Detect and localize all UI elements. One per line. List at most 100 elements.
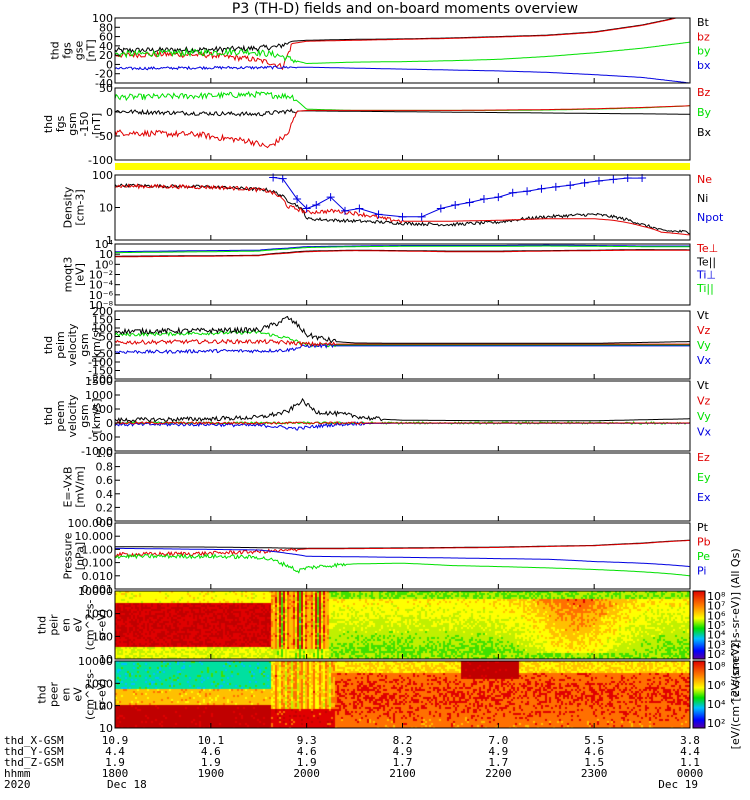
x-row-value: 1900 xyxy=(198,767,225,780)
x-axis-annotations: thd_X-GSM 10.9 10.1 9.3 8.2 7.0 5.5 3.8thd_Y-GS… xyxy=(4,734,703,791)
legend-Vy: Vy xyxy=(697,410,711,423)
legend-Ti||: Ti|| xyxy=(696,282,714,295)
y-tick-label: 10000 xyxy=(78,585,113,598)
panel-fgs-gsm: 500-50-100thd fgs gsm -150 [nT]BzByBx xyxy=(42,82,712,167)
x-row-value: Dec 18 xyxy=(107,778,147,791)
y-axis-label: sr-eV) xyxy=(96,609,109,641)
series-marker xyxy=(494,193,502,201)
series-marker xyxy=(537,185,545,193)
series-marker xyxy=(595,177,603,185)
y-tick-label: 10000 xyxy=(78,655,113,668)
series-marker xyxy=(312,201,320,209)
series-marker xyxy=(581,179,589,187)
y-axis-label: [km/s] xyxy=(90,327,103,362)
series-line-By xyxy=(115,92,690,111)
legend-bx: bx xyxy=(697,59,711,72)
legend-bz: bz xyxy=(697,30,710,43)
y-tick-label: 0.4 xyxy=(96,488,114,501)
legend-Ez: Ez xyxy=(697,451,710,464)
panel-peem-velocity: 150010005000-500-1000 thd peem velocity gsm[… xyxy=(42,375,712,458)
series-line-Vt xyxy=(115,317,690,344)
legend-Vz: Vz xyxy=(697,324,711,337)
legend-Vy: Vy xyxy=(697,339,711,352)
y-tick-label: 100 xyxy=(92,169,113,182)
panel-frame xyxy=(115,88,690,160)
series-marker xyxy=(566,181,574,189)
panel-peim-velocity: 200150100500-50-100-150-200 thd peim veloci… xyxy=(42,305,712,386)
legend-Pt: Pt xyxy=(697,521,709,534)
plot-title: P3 (TH-D) fields and on-board moments ov… xyxy=(232,1,578,17)
legend-Te||: Te|| xyxy=(696,255,716,268)
legend-Vt: Vt xyxy=(697,309,710,322)
series-marker xyxy=(480,195,488,203)
series-line-Pb xyxy=(115,540,690,556)
panel-pressure: 100.00010.0001.0000.1000.0100.001 Pressur… xyxy=(62,517,711,596)
colorbar-peer-spectrogram xyxy=(693,661,705,728)
y-tick-label: -100 xyxy=(88,154,113,167)
panel-frame xyxy=(115,175,690,240)
legend-Bz: Bz xyxy=(697,86,711,99)
legend-Ti⊥: Ti⊥ xyxy=(696,269,716,282)
x-row-value: Dec 19 xyxy=(658,778,698,791)
panels: 100806040200-20-40thd fgs gse [nT]Btbzbybx5… xyxy=(36,12,743,749)
series-marker xyxy=(375,210,383,218)
series-line-Vx xyxy=(115,344,690,353)
legend-Te⊥: Te⊥ xyxy=(696,242,718,255)
legend-by: by xyxy=(697,45,711,58)
spectrogram-peir-spectrogram xyxy=(115,591,690,659)
series-line-Vt xyxy=(115,399,690,422)
series-marker xyxy=(355,204,363,212)
series-marker xyxy=(437,204,445,212)
y-tick-label: 1500 xyxy=(85,375,113,388)
series-line-by xyxy=(115,42,690,63)
y-tick-label: 0.010 xyxy=(82,570,114,583)
y-tick-label: 50 xyxy=(99,82,113,95)
panel-density: 100 10 1 Density [cm-3] Ne Ni Npot xyxy=(62,169,724,247)
legend-Npot: Npot xyxy=(697,211,724,224)
legend-Vz: Vz xyxy=(697,395,711,408)
y-axis-label: [km/s] xyxy=(90,398,103,433)
legend-Bx: Bx xyxy=(697,126,712,139)
spectrogram-peer-spectrogram xyxy=(115,661,690,728)
series-marker xyxy=(523,187,531,195)
series-marker xyxy=(466,199,474,207)
colorbar-tick: 10² xyxy=(707,717,725,730)
y-axis-label: [cm-3] xyxy=(74,189,87,225)
legend-Vx: Vx xyxy=(697,354,712,367)
y-axis-label: [nPa] xyxy=(74,542,87,570)
y-tick-label: 0 xyxy=(106,106,113,119)
panel-frame xyxy=(115,453,690,521)
y-tick-label: 0.6 xyxy=(96,474,114,487)
series-marker xyxy=(552,183,560,191)
legend-By: By xyxy=(697,106,712,119)
colorbar-tick: 10⁸ xyxy=(707,660,726,673)
legend-Vt: Vt xyxy=(697,379,710,392)
y-tick-label: 0.8 xyxy=(96,461,114,474)
y-tick-label: 0 xyxy=(106,417,113,430)
x-row-value: 2300 xyxy=(581,767,608,780)
legend-Pe: Pe xyxy=(697,550,710,563)
legend-Ey: Ey xyxy=(697,471,711,484)
series-line-Tipar xyxy=(115,246,690,253)
y-axis-label: [eV] xyxy=(74,263,87,286)
colorbar-peir-spectrogram xyxy=(693,591,705,659)
x-row-value: 2100 xyxy=(389,767,416,780)
series-line-Ne xyxy=(115,184,690,235)
series-marker xyxy=(279,175,287,183)
legend-Bt: Bt xyxy=(697,16,710,29)
y-tick-label: 100.000 xyxy=(68,517,114,530)
y-tick-label: 10 xyxy=(99,202,113,215)
series-line-Pt xyxy=(115,540,690,548)
y-tick-label: 10.000 xyxy=(75,530,114,543)
panel-moqt3: 10⁴10⁲10⁰10⁻²10⁻⁴10⁻⁶10⁻⁸ moqt3 [eV] Te⊥Te|… xyxy=(62,238,719,312)
series-line-Bt xyxy=(115,18,690,53)
panel-frame xyxy=(115,244,690,305)
legend-Ex: Ex xyxy=(697,491,711,504)
legend-Pi: Pi xyxy=(697,565,706,578)
series-marker xyxy=(418,213,426,221)
overview-plot: P3 (TH-D) fields and on-board moments ov… xyxy=(0,0,750,800)
y-tick-label: 1.0 xyxy=(96,447,114,460)
panel-efield: 1.00.80.60.40.20.0E=-VxB [mV/m]EzEyEx xyxy=(62,447,711,528)
y-axis-label: [nT] xyxy=(90,113,103,135)
series-line-Pi xyxy=(115,548,690,566)
